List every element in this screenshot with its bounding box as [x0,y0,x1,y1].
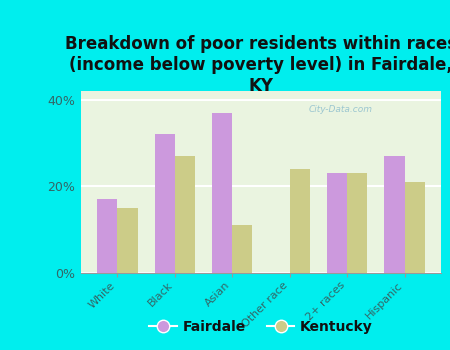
Bar [97,199,117,273]
Bar [175,156,195,273]
Legend: Fairdale, Kentucky: Fairdale, Kentucky [144,314,378,340]
Bar [384,156,405,273]
Text: Breakdown of poor residents within races
(income below poverty level) in Fairdal: Breakdown of poor residents within races… [65,35,450,94]
Bar [117,208,138,273]
Bar [155,134,175,273]
Text: City-Data.com: City-Data.com [308,105,372,114]
Bar [347,173,367,273]
Bar [212,113,232,273]
Bar [405,182,425,273]
Bar [232,225,252,273]
Bar [290,169,310,273]
Bar [327,173,347,273]
